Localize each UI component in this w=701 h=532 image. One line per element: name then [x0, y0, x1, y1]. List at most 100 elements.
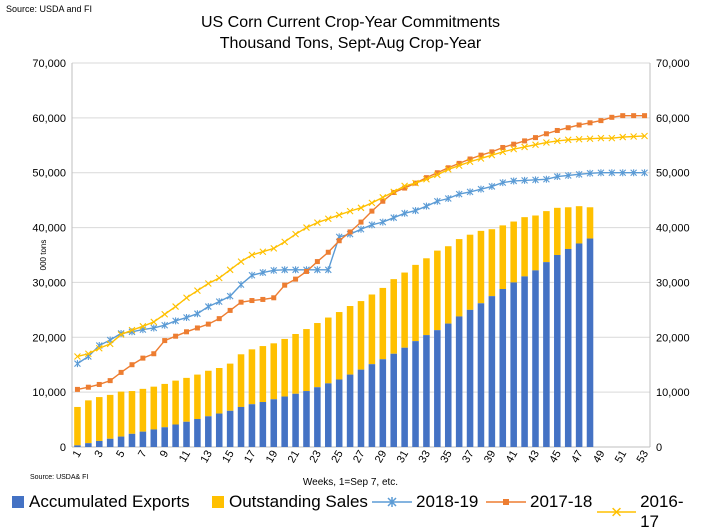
- marker-2017-18: [543, 131, 549, 137]
- marker-2016-17: [161, 310, 169, 318]
- x-tick-label: 29: [373, 449, 390, 466]
- bar-outstanding-sales: [74, 406, 81, 446]
- marker-2016-17: [543, 139, 550, 146]
- marker-2016-17: [488, 151, 496, 159]
- marker-2017-18: [205, 321, 211, 327]
- bar-outstanding-sales: [106, 394, 114, 439]
- bar-accumulated-exports: [575, 243, 583, 447]
- bar-outstanding-sales: [554, 207, 561, 255]
- marker-2017-18: [194, 325, 200, 331]
- bar-outstanding-sales: [401, 272, 408, 348]
- marker-2016-17: [248, 251, 256, 259]
- marker-2018-19: [74, 360, 81, 368]
- marker-2017-18: [129, 362, 135, 368]
- marker-2016-17: [324, 215, 332, 223]
- marker-2016-17: [335, 211, 343, 219]
- y-tick-label-right: 40,000: [656, 223, 690, 235]
- marker-2016-17: [74, 353, 81, 360]
- bar-accumulated-exports: [488, 296, 496, 447]
- marker-2016-17: [139, 322, 147, 330]
- legend-label: Outstanding Sales: [229, 492, 368, 511]
- bar-accumulated-exports: [314, 387, 321, 447]
- marker-2016-17: [226, 266, 234, 274]
- x-tick-label: 11: [177, 449, 193, 465]
- marker-2017-18: [532, 135, 538, 141]
- bar-accumulated-exports: [532, 270, 539, 447]
- marker-2017-18: [107, 378, 113, 384]
- y-tick-label-right: 30,000: [656, 277, 690, 289]
- bar-accumulated-exports: [346, 374, 354, 447]
- marker-2017-18: [184, 329, 190, 335]
- marker-2017-18: [336, 238, 342, 244]
- bar-accumulated-exports: [161, 427, 168, 447]
- bar-accumulated-exports: [554, 255, 561, 447]
- x-tick-label: 45: [547, 449, 564, 466]
- marker-2016-17: [575, 135, 583, 143]
- bar-accumulated-exports: [379, 359, 387, 447]
- y-tick-label-left: 40,000: [32, 223, 66, 235]
- marker-2017-18: [445, 165, 451, 171]
- marker-2017-18: [140, 355, 146, 361]
- marker-2016-17: [346, 207, 354, 215]
- marker-2018-19: [237, 281, 245, 289]
- x-tick-label: 49: [591, 449, 608, 466]
- bar-outstanding-sales: [412, 264, 419, 342]
- marker-2016-17: [303, 224, 310, 231]
- bar-accumulated-exports: [248, 404, 256, 447]
- marker-2018-19: [466, 188, 474, 196]
- bar-accumulated-exports: [455, 316, 463, 447]
- marker-2018-19: [390, 214, 398, 222]
- marker-2016-17: [619, 133, 627, 141]
- marker-2017-18: [620, 113, 626, 119]
- marker-2018-19: [477, 185, 485, 193]
- bar-outstanding-sales: [444, 246, 452, 324]
- marker-2016-17: [455, 162, 463, 169]
- marker-2017-18: [642, 113, 648, 119]
- marker-2017-18: [598, 118, 604, 124]
- marker-2018-19: [270, 266, 278, 274]
- bar-accumulated-exports: [205, 416, 212, 447]
- y-tick-label-right: 70,000: [656, 58, 690, 70]
- marker-2017-18: [314, 259, 320, 265]
- marker-2016-17: [128, 326, 136, 334]
- marker-2017-18: [271, 295, 277, 301]
- bar-outstanding-sales: [575, 206, 583, 244]
- bar-outstanding-sales: [270, 343, 278, 400]
- marker-2016-17: [433, 171, 441, 179]
- bar-accumulated-exports: [357, 369, 365, 447]
- x-tick-label: 7: [136, 449, 149, 460]
- marker-2017-18: [227, 307, 233, 313]
- marker-2018-19: [194, 310, 201, 318]
- bar-outstanding-sales: [357, 301, 365, 370]
- marker-2018-19: [641, 169, 648, 177]
- bar-accumulated-exports: [95, 440, 103, 447]
- bar-accumulated-exports: [368, 364, 376, 447]
- bar-accumulated-exports: [564, 248, 572, 447]
- bar-accumulated-exports: [139, 431, 147, 447]
- square-marker-icon: [486, 499, 526, 505]
- x-tick-label: 47: [569, 449, 586, 466]
- chart-legend: Accumulated Exports Outstanding Sales 20…: [0, 490, 701, 531]
- marker-2016-17: [510, 145, 518, 153]
- bar-outstanding-sales: [292, 333, 299, 394]
- marker-2018-19: [161, 321, 169, 329]
- legend-swatch-blue: [12, 496, 24, 508]
- bar-outstanding-sales: [281, 338, 288, 397]
- marker-2017-18: [522, 138, 528, 144]
- marker-2017-18: [478, 152, 484, 158]
- bar-outstanding-sales: [226, 363, 234, 411]
- marker-2018-19: [150, 324, 158, 332]
- y-tick-label-left: 70,000: [32, 58, 66, 70]
- x-axis-label: Weeks, 1=Sep 7, etc.: [302, 477, 399, 488]
- marker-2016-17: [553, 137, 561, 145]
- bar-outstanding-sales: [194, 374, 201, 420]
- star-marker-icon: [372, 497, 412, 507]
- legend-label: Accumulated Exports: [29, 492, 190, 511]
- bar-outstanding-sales: [95, 397, 103, 441]
- marker-2016-17: [117, 331, 125, 338]
- bar-outstanding-sales: [368, 294, 376, 365]
- y-tick-label-right: 0: [656, 442, 662, 454]
- marker-2018-19: [379, 218, 387, 226]
- marker-2016-17: [466, 158, 474, 166]
- bar-outstanding-sales: [259, 346, 267, 403]
